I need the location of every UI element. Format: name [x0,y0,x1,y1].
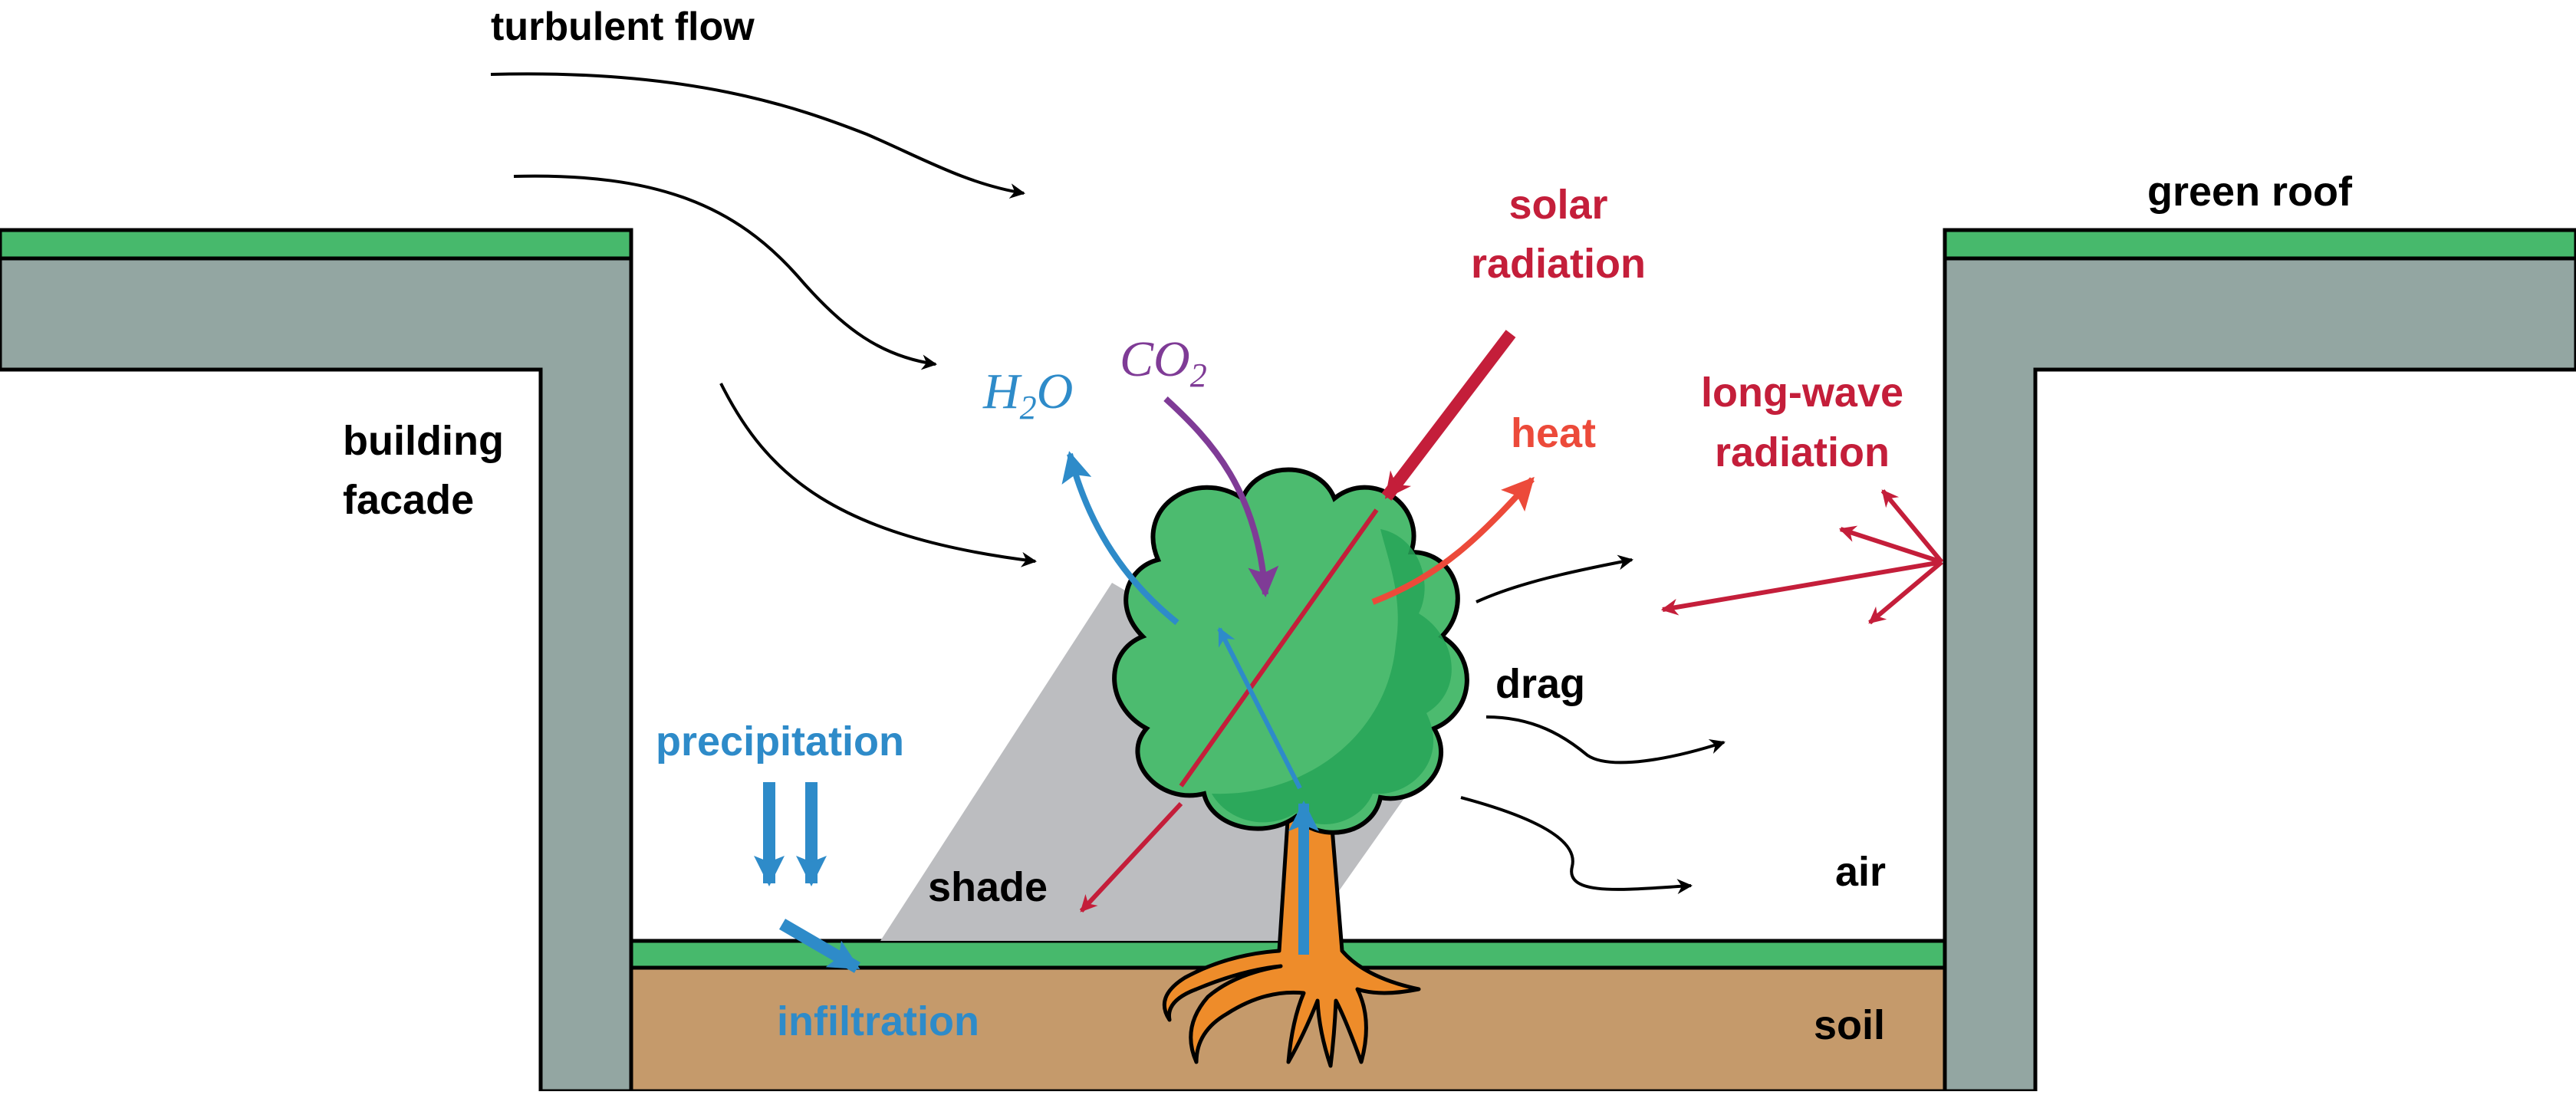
solar-radiation-label-line2: radiation [1471,241,1646,287]
long-wave-label-line1: long-wave [1701,370,1903,416]
longwave-arrow-long [1660,560,1943,616]
water-transport-line [1217,626,1302,790]
drag-arrow-1 [1476,554,1633,603]
building-facade-label-line2: facade [343,477,474,523]
infiltration-label: infiltration [777,998,979,1044]
building-facade-label-line1: building [343,418,504,464]
longwave-arrow-down [1868,560,1943,625]
right-green-roof [1943,228,2576,261]
longwave-arrow-mid [1838,525,1943,564]
drag-arrow-2 [1485,715,1726,765]
solar-transmission-line [1179,508,1379,788]
longwave-arrow-up [1880,489,1944,564]
co2-arrow [1163,396,1279,597]
green-roof-label: green roof [2147,169,2353,215]
heat-label: heat [1511,410,1596,456]
left-green-roof [0,228,633,261]
h2o-label: H2O [982,363,1073,426]
solar-radiation-label-line1: solar [1508,182,1607,228]
left-building [0,256,633,1093]
soil-label: soil [1814,1002,1885,1048]
turbulent-flow-arrow-1 [490,72,1025,199]
turbulent-flow-label: turbulent flow [491,5,755,49]
right-building [1943,256,2576,1093]
solar-radiation-arrow [1381,330,1516,501]
co2-label: CO2 [1120,331,1207,394]
tree-crown-shadow [1212,529,1452,824]
air-label: air [1835,849,1886,895]
infiltration-arrow [778,919,861,973]
heat-arrow [1371,476,1535,605]
turbulent-flow-arrow-2 [513,174,937,370]
long-wave-label-line2: radiation [1715,429,1890,475]
drag-arrow-3 [1460,796,1693,895]
reflected-radiation-arrow [1079,801,1183,913]
h2o-transpiration-arrow [1061,451,1179,626]
shade-label: shade [928,864,1048,910]
turbulent-flow-arrow-3 [719,383,1037,567]
tree-trunk [1162,807,1421,1068]
drag-label: drag [1495,661,1585,707]
precipitation-label: precipitation [656,718,904,765]
